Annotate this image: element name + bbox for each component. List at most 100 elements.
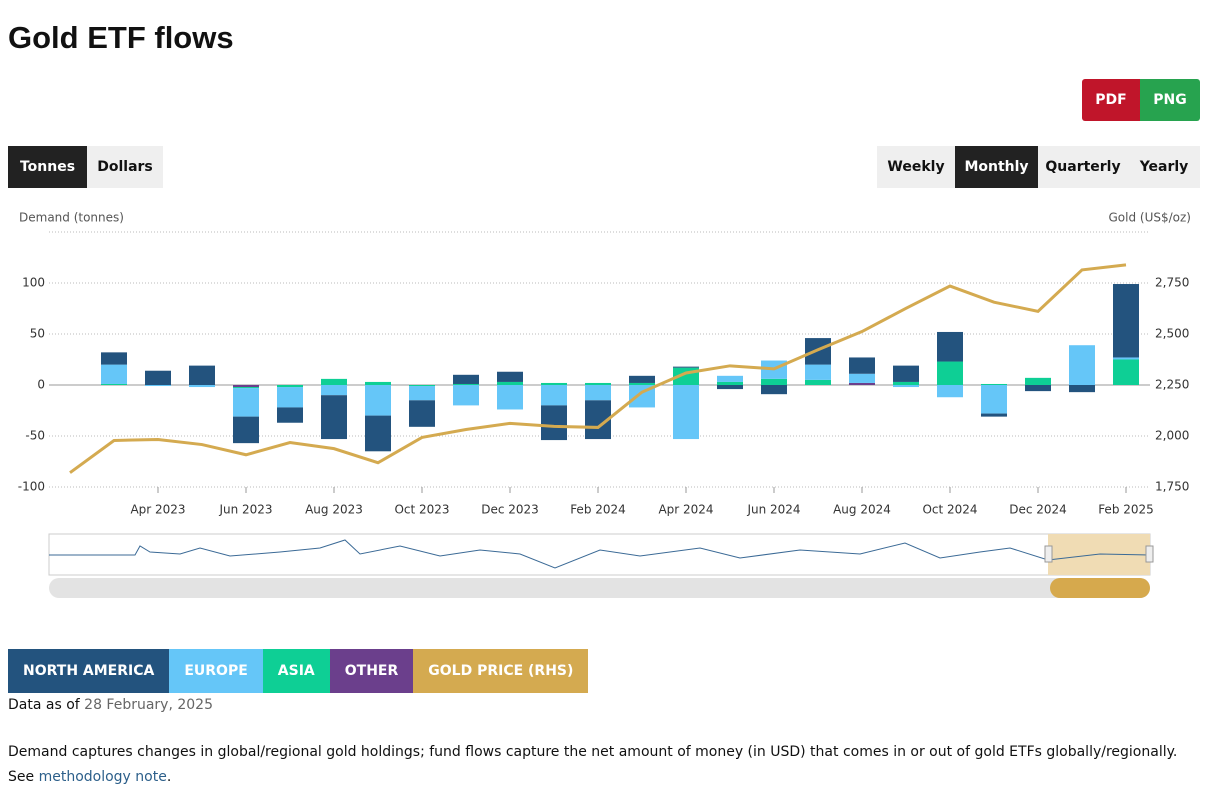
bar-segment <box>849 373 875 383</box>
navigator <box>48 533 1154 598</box>
legend: NORTH AMERICA EUROPE ASIA OTHER GOLD PRICE (… <box>8 649 589 693</box>
dollars-button[interactable]: Dollars <box>87 146 163 188</box>
y2-tick-label: 2,500 <box>1155 327 1189 341</box>
bar-segment <box>409 400 435 427</box>
navigator-series <box>49 539 1151 569</box>
bar-segment <box>1025 377 1051 385</box>
bar-segment <box>277 387 303 408</box>
bar-segment <box>981 413 1007 417</box>
bar-segment <box>453 374 479 384</box>
bar-segment <box>189 385 215 388</box>
bar-segment <box>321 385 347 396</box>
bar-segment <box>761 385 787 395</box>
bar-segment <box>893 385 919 388</box>
as-of-label: Data as of <box>8 697 80 713</box>
legend-item[interactable]: ASIA <box>262 649 330 693</box>
x-tick-label: Apr 2024 <box>658 503 713 517</box>
y-tick-label: -100 <box>18 480 45 494</box>
bar-segment <box>145 385 171 387</box>
bar-segment <box>101 364 127 384</box>
x-tick-label: Dec 2023 <box>481 503 539 517</box>
y-tick-label: 0 <box>37 378 45 392</box>
tonnes-button[interactable]: Tonnes <box>8 146 87 188</box>
chart: Demand (tonnes) Gold (US$/oz) -100 -50 0 50… <box>18 211 1192 598</box>
footnote-text: Demand captures changes in global/region… <box>8 744 1178 785</box>
bar-segment <box>409 385 435 387</box>
navigator-frame <box>48 533 1151 576</box>
bar-segment <box>233 385 259 388</box>
bar-segment <box>321 395 347 440</box>
bar-segment <box>981 385 1007 414</box>
bar-segment <box>233 388 259 417</box>
bar-segment <box>761 378 787 385</box>
bar-segment <box>937 385 963 398</box>
bar-segment <box>101 352 127 365</box>
bar-segment <box>497 385 523 410</box>
footnote: Demand captures changes in global/region… <box>8 740 1198 790</box>
navigator-handle[interactable] <box>1145 545 1154 563</box>
png-button[interactable]: PNG <box>1140 79 1200 121</box>
yearly-button[interactable]: Yearly <box>1128 146 1200 188</box>
bar-segment <box>145 370 171 385</box>
bar-segment <box>541 385 567 406</box>
bar-segment <box>541 405 567 441</box>
bar-segment <box>717 375 743 382</box>
navigator-handle[interactable] <box>1044 545 1053 563</box>
bar-segment <box>1069 385 1095 393</box>
bar-segment <box>1025 385 1051 392</box>
bar-segment <box>541 382 567 385</box>
legend-item[interactable]: EUROPE <box>169 649 263 693</box>
bar-segment <box>365 381 391 385</box>
scrollbar-track[interactable] <box>49 578 1150 598</box>
scrollbar-thumb[interactable] <box>1050 578 1150 598</box>
as-of-date: 28 February, 2025 <box>84 697 213 713</box>
bar-segment <box>981 383 1007 385</box>
bar-segment <box>497 371 523 382</box>
bar-segment <box>233 416 259 444</box>
x-tick-label: Apr 2023 <box>130 503 185 517</box>
price-line <box>69 263 1127 474</box>
legend-item[interactable]: NORTH AMERICA <box>8 649 170 693</box>
bar-segment <box>717 385 743 390</box>
y2-axis-title: Gold (US$/oz) <box>1109 211 1192 225</box>
weekly-button[interactable]: Weekly <box>877 146 955 188</box>
x-tick-label: Aug 2023 <box>305 503 363 517</box>
y2-tick-label: 2,750 <box>1155 276 1189 290</box>
bar-segment <box>937 331 963 362</box>
bar-segment <box>805 364 831 380</box>
bar-segment <box>1113 284 1139 358</box>
bar-segment <box>849 357 875 374</box>
y-tick-label: 50 <box>30 327 45 341</box>
bar-segment <box>805 379 831 385</box>
quarterly-button[interactable]: Quarterly <box>1038 146 1128 188</box>
bar-segment <box>101 383 127 385</box>
bar-segment <box>1113 357 1139 360</box>
y2-tick-label: 2,250 <box>1155 378 1189 392</box>
bar-segment <box>277 385 303 388</box>
bar-segment <box>937 361 963 385</box>
legend-item[interactable]: OTHER <box>329 649 414 693</box>
y-tick-label: 100 <box>22 276 45 290</box>
bar-segment <box>717 381 743 385</box>
y2-tick-label: 1,750 <box>1155 480 1189 494</box>
y-tick-label: -50 <box>25 429 45 443</box>
bar-segment <box>453 383 479 385</box>
legend-item[interactable]: GOLD PRICE (RHS) <box>413 649 589 693</box>
pdf-button[interactable]: PDF <box>1082 79 1140 121</box>
x-tick-label: Oct 2023 <box>394 503 449 517</box>
monthly-button[interactable]: Monthly <box>955 146 1038 188</box>
x-tick-label: Dec 2024 <box>1009 503 1067 517</box>
bar-segment <box>277 407 303 423</box>
page-title: Gold ETF flows <box>8 20 234 55</box>
bar-segment <box>629 382 655 385</box>
x-tick-label: Aug 2024 <box>833 503 891 517</box>
footnote-end: . <box>166 769 172 785</box>
bar-segment <box>1069 345 1095 385</box>
bar-segment <box>673 366 699 368</box>
bar-segment <box>849 382 875 385</box>
bar-segment <box>893 365 919 382</box>
methodology-link[interactable]: methodology note <box>38 769 167 785</box>
x-tick-label: Jun 2023 <box>218 503 272 517</box>
x-tick-label: Oct 2024 <box>922 503 977 517</box>
